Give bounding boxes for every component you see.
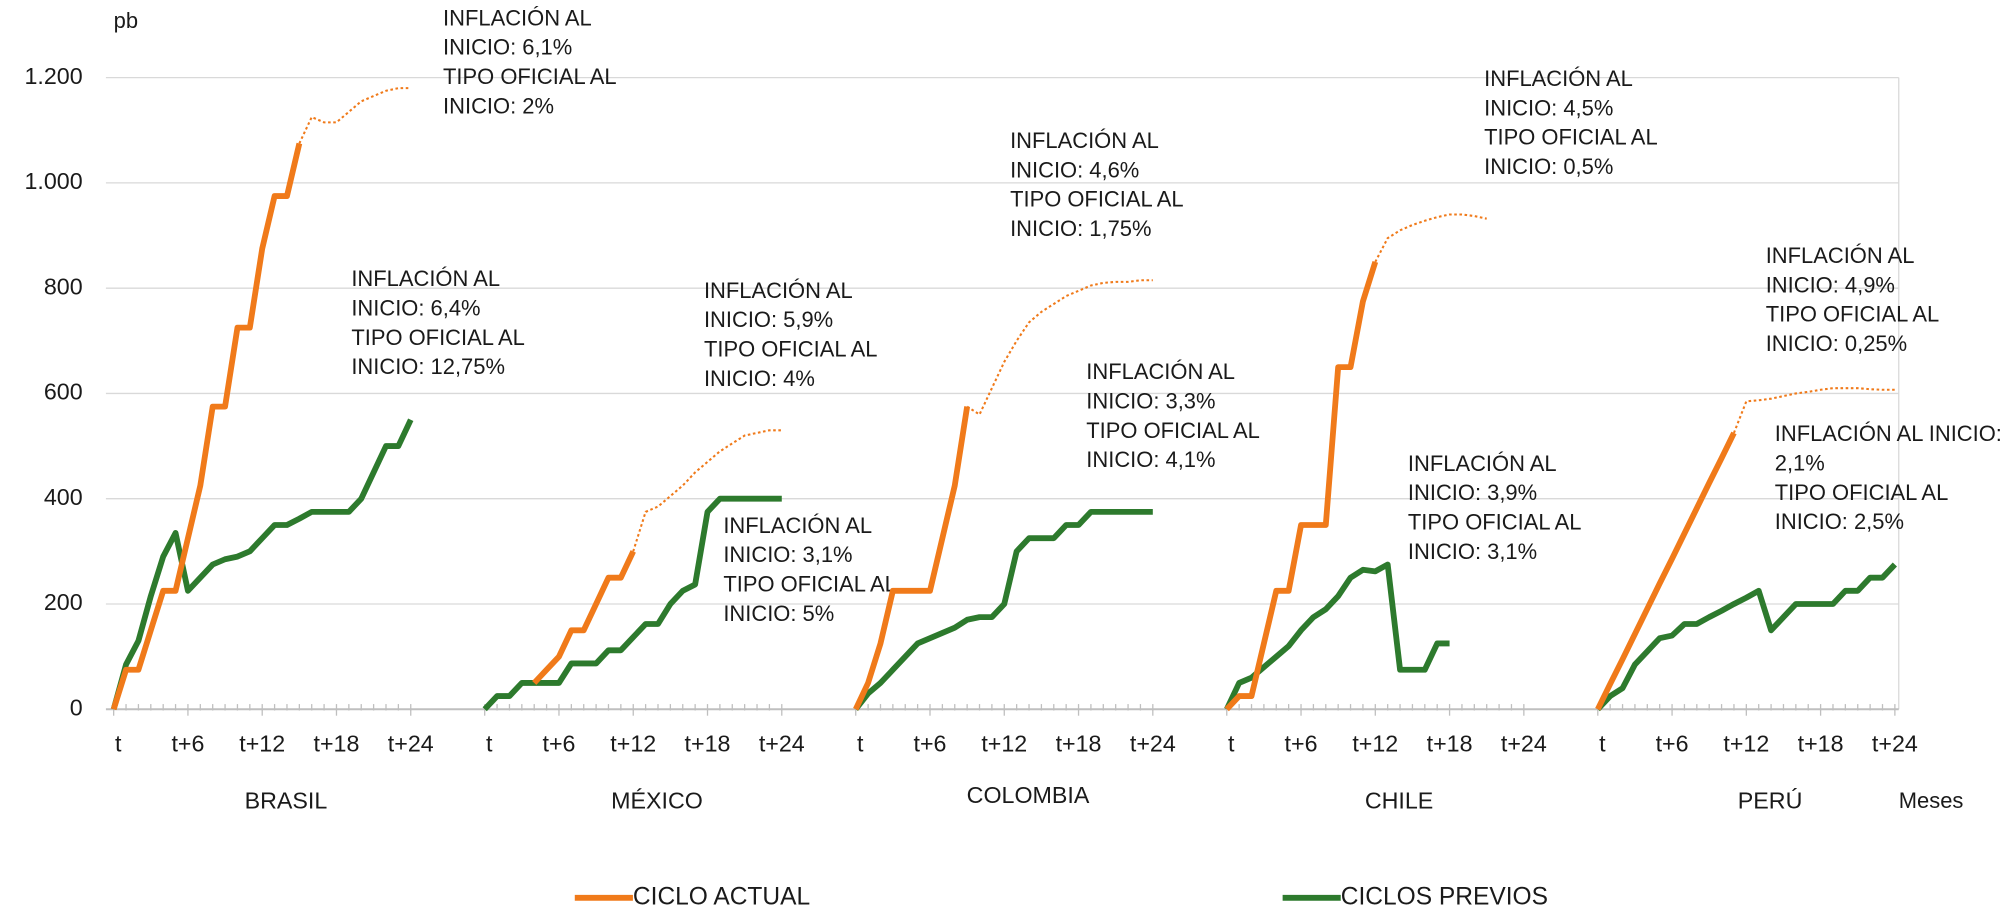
projected-line (1374, 213, 1487, 263)
previous-line (1595, 562, 1897, 712)
x-tick-label: t+24 (388, 731, 434, 757)
x-tick-label: t+24 (1872, 731, 1918, 757)
annotation: INICIO: 6,1% (443, 35, 572, 60)
y-tick-label: 400 (44, 484, 83, 510)
annotation: INICIO: 3,1% (1408, 539, 1537, 564)
legend-label: CICLOS PREVIOS (1341, 883, 1548, 907)
annotation: INICIO: 1,75% (1010, 216, 1151, 241)
x-tick-label: t+18 (685, 731, 731, 757)
annotation: INFLACIÓN AL (1010, 128, 1159, 153)
x-tick-label: t (115, 731, 122, 757)
annotation: INICIO: 2% (443, 93, 554, 118)
x-tick-label: t (486, 731, 493, 757)
annotation: INICIO: 2,5% (1775, 509, 1904, 534)
annotation: TIPO OFICIAL AL (1766, 302, 1940, 327)
x-tick-label: t+12 (981, 731, 1027, 757)
x-tick-label: t+24 (1130, 731, 1176, 757)
annotation: INICIO: 4,5% (1484, 95, 1613, 120)
projected-line (1732, 387, 1895, 434)
annotation: INICIO: 4,9% (1766, 272, 1895, 297)
annotation: INICIO: 5,9% (704, 307, 833, 332)
y-tick-label: 0 (70, 694, 83, 720)
x-tick-label: t+18 (314, 731, 360, 757)
y-tick-label: 1.200 (24, 63, 82, 89)
panel-label: BRASIL (245, 787, 328, 813)
legend-label: CICLO ACTUAL (633, 883, 810, 907)
annotation: INFLACIÓN AL INICIO: (1775, 421, 2002, 446)
annotation: TIPO OFICIAL AL (1775, 480, 1949, 505)
annotation: INFLACIÓN AL (1484, 66, 1633, 91)
actual-line (1224, 260, 1379, 712)
y-tick-label: 1.000 (24, 168, 82, 194)
projected-line (966, 279, 1153, 416)
annotation: INFLACIÓN AL (443, 5, 592, 30)
x-tick-label: t+18 (1056, 731, 1102, 757)
x-tick-label: t (1599, 731, 1606, 757)
annotation: INICIO: 4,1% (1086, 447, 1215, 472)
annotation: TIPO OFICIAL AL (1086, 418, 1260, 443)
actual-line (1595, 431, 1737, 711)
x-tick-label: t+6 (171, 731, 204, 757)
previous-line (110, 418, 414, 711)
annotation: TIPO OFICIAL AL (1010, 187, 1184, 212)
annotation: INFLACIÓN AL (1086, 359, 1235, 384)
panel-label: PERÚ (1738, 787, 1803, 813)
y-tick-label: 800 (44, 273, 83, 299)
previous-line (853, 508, 1153, 712)
actual-line (853, 406, 971, 711)
x-tick-label: t+18 (1798, 731, 1844, 757)
x-tick-label: t+6 (1656, 731, 1689, 757)
panel-label: MÉXICO (611, 787, 703, 813)
x-tick-label: t+18 (1427, 731, 1473, 757)
x-tick-label: t+12 (1723, 731, 1769, 757)
annotation: INICIO: 3,1% (723, 542, 852, 567)
annotation: INICIO: 5% (723, 601, 834, 626)
annotation: INICIO: 4,6% (1010, 157, 1139, 182)
annotation: TIPO OFICIAL AL (723, 572, 897, 597)
x-tick-label: t+24 (759, 731, 805, 757)
annotation: INICIO: 3,9% (1408, 480, 1537, 505)
projected-line (298, 87, 411, 144)
annotation: INICIO: 6,4% (351, 296, 480, 321)
x-tick-label: t+6 (1285, 731, 1318, 757)
y-tick-label: 200 (44, 589, 83, 615)
actual-line (110, 142, 303, 711)
annotation: INICIO: 0,25% (1766, 331, 1907, 356)
annotation: INICIO: 12,75% (351, 354, 505, 379)
annotation: INICIO: 3,3% (1086, 389, 1215, 414)
annotation: INICIO: 4% (704, 366, 815, 391)
annotation: TIPO OFICIAL AL (443, 64, 617, 89)
x-tick-label: t+24 (1501, 731, 1547, 757)
x-tick-label: t+6 (542, 731, 575, 757)
annotation: INFLACIÓN AL (1766, 243, 1915, 268)
y-axis-label: pb (114, 8, 138, 33)
previous-line (482, 495, 782, 712)
previous-line (1224, 561, 1450, 711)
x-tick-label: t+12 (1352, 731, 1398, 757)
x-tick-label: t+6 (914, 731, 947, 757)
x-tick-label: t+12 (239, 731, 285, 757)
annotation: TIPO OFICIAL AL (1484, 125, 1658, 150)
x-tick-label: t+12 (610, 731, 656, 757)
y-tick-label: 600 (44, 379, 83, 405)
annotation: TIPO OFICIAL AL (1408, 510, 1582, 535)
annotation: INFLACIÓN AL (351, 266, 500, 291)
annotation: INFLACIÓN AL (704, 278, 853, 303)
annotation: INICIO: 0,5% (1484, 154, 1613, 179)
panel-label: COLOMBIA (967, 782, 1090, 808)
annotation: INFLACIÓN AL (723, 513, 872, 538)
x-tick-label: t (1228, 731, 1235, 757)
x-axis-label: Meses (1899, 788, 1964, 813)
panel-label: CHILE (1365, 787, 1433, 813)
annotation: TIPO OFICIAL AL (704, 336, 878, 361)
annotation: TIPO OFICIAL AL (351, 325, 525, 350)
x-tick-label: t (857, 731, 864, 757)
actual-line (532, 550, 636, 685)
annotation: 2,1% (1775, 451, 1825, 476)
annotation: INFLACIÓN AL (1408, 451, 1557, 476)
